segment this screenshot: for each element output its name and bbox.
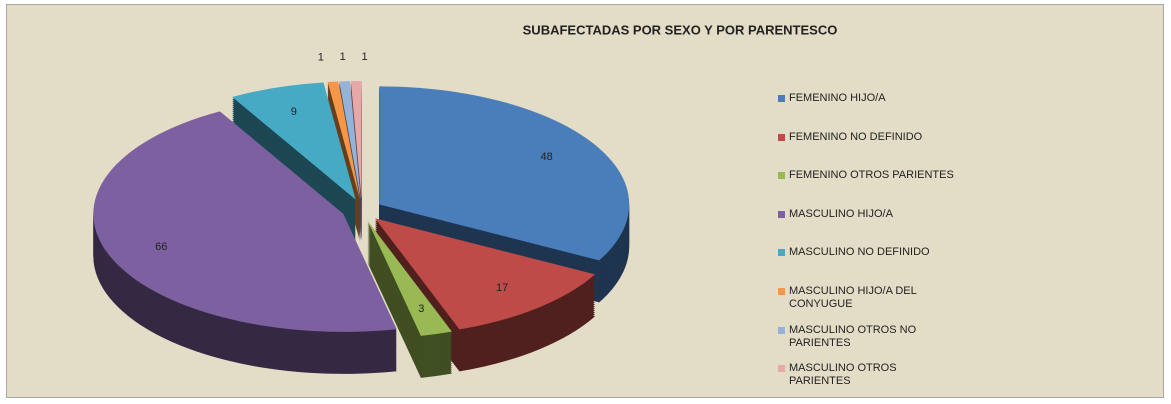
slice-side bbox=[339, 83, 361, 202]
slice-top bbox=[232, 82, 356, 200]
legend-label: MASCULINO HIJO/A DEL CONYUGUE bbox=[789, 285, 917, 310]
pie-slice bbox=[367, 220, 452, 378]
legend-swatch bbox=[778, 249, 785, 257]
slice-side bbox=[327, 87, 360, 206]
legend-swatch bbox=[778, 365, 785, 373]
legend-swatch bbox=[778, 326, 785, 334]
legend-item: FEMENINO OTROS PARIENTES bbox=[778, 169, 968, 182]
legend-swatch bbox=[778, 95, 785, 102]
slice-side bbox=[327, 89, 360, 208]
pie-slice bbox=[93, 111, 397, 374]
legend-item: MASCULINO OTROS PARIENTES bbox=[778, 362, 968, 388]
slice-side bbox=[327, 83, 360, 202]
legend-item: FEMENINO HIJO/A bbox=[778, 92, 968, 105]
data-label: 1 bbox=[361, 51, 367, 63]
legend-item: MASCULINO HIJO/A DEL CONYUGUE bbox=[778, 285, 968, 311]
legend-label: MASCULINO HIJO/A bbox=[789, 207, 893, 220]
slice-side bbox=[327, 85, 360, 204]
data-label: 17 bbox=[496, 282, 508, 294]
legend-label: FEMENINO OTROS PARIENTES bbox=[789, 169, 954, 182]
slice-side bbox=[327, 93, 360, 212]
slice-top bbox=[375, 218, 596, 330]
legend-item: MASCULINO HIJO/A bbox=[778, 208, 968, 221]
slice-side bbox=[327, 95, 360, 214]
slice-top bbox=[93, 111, 397, 332]
legend-swatch bbox=[778, 288, 785, 295]
slice-top bbox=[379, 86, 630, 261]
data-label: 1 bbox=[340, 51, 346, 63]
data-label: 9 bbox=[291, 106, 297, 118]
slice-top bbox=[339, 81, 361, 200]
legend-label: MASCULINO NO DEFINIDO bbox=[789, 246, 930, 259]
legend-item: MASCULINO NO DEFINIDO bbox=[778, 246, 968, 259]
chart-title: SUBAFECTADAS POR SEXO Y POR PARENTESCO bbox=[523, 22, 838, 37]
legend-item: FEMENINO NO DEFINIDO bbox=[778, 131, 968, 144]
pie-slice bbox=[375, 218, 596, 372]
slice-top bbox=[327, 81, 360, 200]
data-label: 1 bbox=[318, 52, 324, 64]
legend-swatch bbox=[778, 133, 785, 141]
legend-swatch bbox=[778, 210, 785, 218]
slice-top bbox=[350, 81, 362, 200]
slice-top bbox=[367, 220, 452, 336]
slice-side bbox=[327, 91, 360, 210]
legend-label: FEMENINO NO DEFINIDO bbox=[789, 130, 923, 143]
legend-label: MASCULINO OTROS NO PARIENTES bbox=[789, 323, 917, 349]
slice-side bbox=[339, 85, 361, 204]
legend-swatch bbox=[778, 172, 785, 180]
data-label: 3 bbox=[418, 303, 424, 315]
legend-item: MASCULINO OTROS NO PARIENTES bbox=[778, 324, 968, 350]
legend-label: FEMENINO HIJO/A bbox=[789, 92, 886, 104]
data-label: 66 bbox=[155, 241, 167, 253]
data-label: 48 bbox=[541, 151, 553, 163]
legend-label: MASCULINO OTROS PARIENTES bbox=[789, 362, 897, 388]
